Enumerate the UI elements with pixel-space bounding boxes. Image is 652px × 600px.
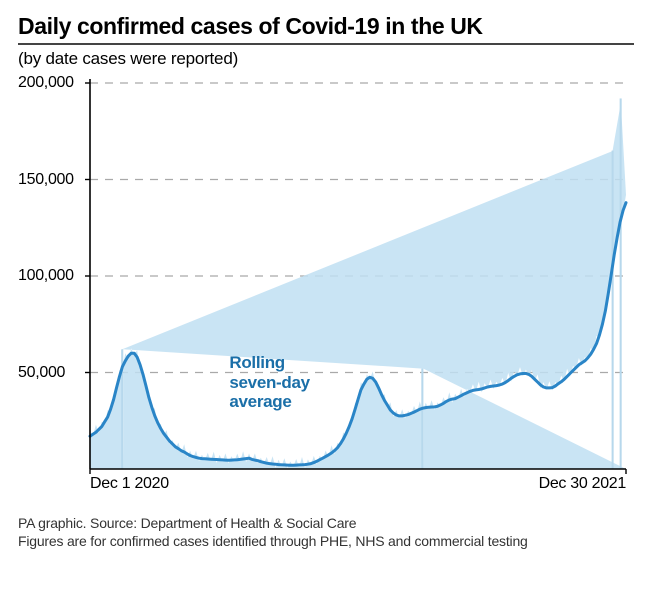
chart-footer: PA graphic. Source: Department of Health… [18,515,634,550]
y-tick-label: 150,000 [18,171,74,189]
x-tick-label: Dec 1 2020 [90,475,169,493]
x-tick-label: Dec 30 2021 [539,475,626,493]
chart-subtitle: (by date cases were reported) [18,49,634,69]
series-annotation: Rollingseven-dayaverage [229,353,309,410]
y-tick-label: 50,000 [18,364,65,382]
footer-line-1: PA graphic. Source: Department of Health… [18,515,634,533]
chart-title: Daily confirmed cases of Covid-19 in the… [18,14,634,39]
chart-area: 50,000 100,000 150,000 200,000 Dec 1 2020 Dec… [18,71,634,511]
chart-svg [18,71,634,511]
top-rule [18,43,634,45]
y-tick-label: 200,000 [18,74,74,92]
footer-line-2: Figures are for confirmed cases identifi… [18,533,634,551]
y-tick-label: 100,000 [18,267,74,285]
